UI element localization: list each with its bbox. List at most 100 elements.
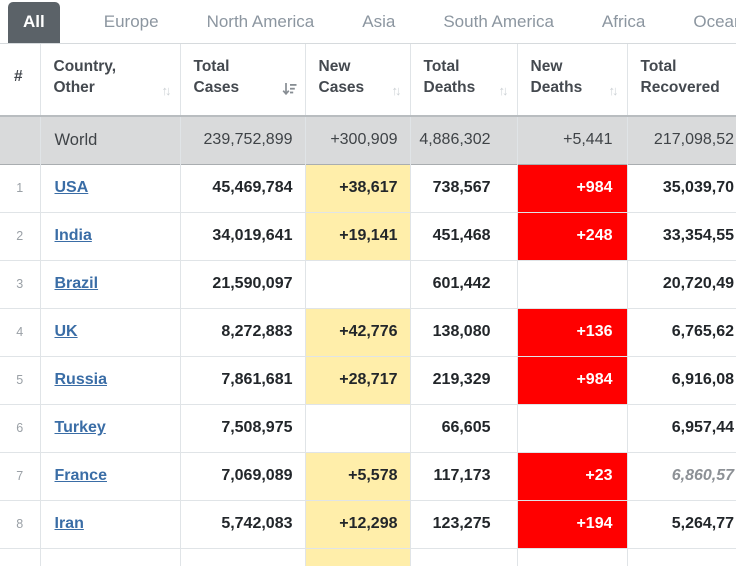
- new-deaths-cell: +194: [517, 500, 628, 548]
- col-header-total-cases-label: Total Cases: [193, 57, 240, 96]
- rank-cell: 7: [0, 452, 41, 500]
- rank-cell: 6: [0, 404, 41, 452]
- new-deaths-cell: [517, 404, 628, 452]
- total-cases-cell: [180, 548, 306, 566]
- total-recovered-cell: 6,765,62: [671, 323, 734, 340]
- total-recovered-cell: 35,039,70: [662, 179, 734, 196]
- new-cases-cell: +28,717: [305, 356, 411, 404]
- col-header-country[interactable]: Country, Other ↑↓: [40, 44, 181, 117]
- col-header-total-recovered[interactable]: Total Recovered: [627, 44, 736, 117]
- world-total-cases: 239,752,899: [180, 116, 306, 164]
- total-recovered-cell: 5,264,77: [671, 515, 734, 532]
- world-total-recovered: 217,098,52: [653, 131, 734, 149]
- total-cases-cell: 45,469,784: [180, 164, 306, 212]
- country-link-russia[interactable]: Russia: [54, 371, 107, 388]
- country-link-france[interactable]: France: [54, 467, 107, 484]
- total-deaths-cell: 451,468: [410, 212, 518, 260]
- country-cell: [40, 548, 181, 566]
- tab-south-america[interactable]: South America: [443, 12, 554, 31]
- total-cases-cell: 7,861,681: [180, 356, 306, 404]
- table-row: 8 Iran 5,742,083 +12,298 123,275 +194 5,…: [0, 500, 736, 548]
- country-link-uk[interactable]: UK: [54, 323, 78, 340]
- country-link-brazil[interactable]: Brazil: [54, 275, 99, 292]
- new-cases-cell: +42,776: [305, 308, 411, 356]
- new-cases-cell: [305, 548, 411, 566]
- sort-toggle-icon: ↑↓: [161, 82, 172, 98]
- total-deaths-cell: 117,173: [410, 452, 518, 500]
- table-row: 3 Brazil 21,590,097 601,442 20,720,49: [0, 260, 736, 308]
- tab-europe[interactable]: Europe: [103, 12, 159, 31]
- tab-north-america[interactable]: North America: [206, 12, 315, 31]
- total-deaths-cell: 738,567: [410, 164, 518, 212]
- country-link-india[interactable]: India: [54, 227, 92, 244]
- rank-cell: 1: [0, 164, 41, 212]
- col-header-new-deaths-label: New Deaths: [530, 57, 583, 96]
- tab-africa[interactable]: Africa: [601, 12, 646, 31]
- sort-desc-icon: [282, 82, 297, 98]
- world-label: World: [40, 116, 181, 164]
- table-row: 7 France 7,069,089 +5,578 117,173 +23 6,…: [0, 452, 736, 500]
- rank-cell: 2: [0, 212, 41, 260]
- col-header-total-cases[interactable]: Total Cases: [180, 44, 306, 117]
- table-row-partial: [0, 548, 736, 566]
- country-link-usa[interactable]: USA: [54, 179, 89, 196]
- new-deaths-cell: +23: [517, 452, 628, 500]
- covid-stats-table: # Country, Other ↑↓ Total Cases New Ca: [0, 44, 736, 566]
- total-deaths-cell: 138,080: [410, 308, 518, 356]
- sort-toggle-icon: ↑↓: [498, 82, 509, 98]
- rank-cell: [0, 116, 41, 164]
- col-header-new-deaths[interactable]: New Deaths ↑↓: [517, 44, 628, 117]
- continent-tab-bar: All Europe North America Asia South Amer…: [0, 0, 736, 44]
- col-header-new-cases[interactable]: New Cases ↑↓: [305, 44, 411, 117]
- country-link-turkey[interactable]: Turkey: [54, 419, 106, 436]
- table-row: 5 Russia 7,861,681 +28,717 219,329 +984 …: [0, 356, 736, 404]
- sort-toggle-icon: ↑↓: [391, 82, 402, 98]
- rank-cell: 4: [0, 308, 41, 356]
- new-cases-cell: +5,578: [305, 452, 411, 500]
- rank-cell: 8: [0, 500, 41, 548]
- new-deaths-cell: +984: [517, 164, 628, 212]
- tab-asia[interactable]: Asia: [362, 12, 396, 31]
- col-header-rank[interactable]: #: [0, 44, 41, 117]
- world-new-deaths: +5,441: [517, 116, 628, 164]
- total-deaths-cell: 66,605: [410, 404, 518, 452]
- world-new-cases: +300,909: [305, 116, 411, 164]
- total-cases-cell: 7,069,089: [180, 452, 306, 500]
- total-cases-cell: 21,590,097: [180, 260, 306, 308]
- col-header-total-deaths[interactable]: Total Deaths ↑↓: [410, 44, 518, 117]
- table-row: 6 Turkey 7,508,975 66,605 6,957,44: [0, 404, 736, 452]
- sort-toggle-icon: ↑↓: [608, 82, 619, 98]
- col-header-rank-label: #: [14, 68, 23, 86]
- country-link-iran[interactable]: Iran: [54, 515, 84, 532]
- new-deaths-cell: +136: [517, 308, 628, 356]
- new-cases-cell: [305, 404, 411, 452]
- col-header-new-cases-label: New Cases: [318, 57, 365, 96]
- total-recovered-cell: 33,354,55: [662, 227, 734, 244]
- tab-all[interactable]: All: [8, 2, 60, 43]
- table-row: 2 India 34,019,641 +19,141 451,468 +248 …: [0, 212, 736, 260]
- tab-oceania[interactable]: Oceania: [693, 12, 736, 31]
- table-row: 1 USA 45,469,784 +38,617 738,567 +984 35…: [0, 164, 736, 212]
- rank-cell: 3: [0, 260, 41, 308]
- new-deaths-cell: [517, 260, 628, 308]
- world-total-deaths: 4,886,302: [410, 116, 518, 164]
- rank-cell: 5: [0, 356, 41, 404]
- total-recovered-cell: 6,916,08: [671, 371, 734, 388]
- new-cases-cell: +19,141: [305, 212, 411, 260]
- total-recovered-cell: 20,720,49: [662, 275, 734, 292]
- col-header-country-label: Country, Other: [53, 57, 117, 96]
- total-cases-cell: 34,019,641: [180, 212, 306, 260]
- total-recovered-cell: 6,957,44: [671, 419, 734, 436]
- new-cases-cell: [305, 260, 411, 308]
- new-cases-cell: +12,298: [305, 500, 411, 548]
- total-cases-cell: 7,508,975: [180, 404, 306, 452]
- rank-cell: [0, 548, 41, 566]
- total-cases-cell: 8,272,883: [180, 308, 306, 356]
- total-deaths-cell: 123,275: [410, 500, 518, 548]
- total-deaths-cell: 219,329: [410, 356, 518, 404]
- world-summary-row: World 239,752,899 +300,909 4,886,302 +5,…: [0, 116, 736, 164]
- table-header-row: # Country, Other ↑↓ Total Cases New Ca: [0, 44, 736, 117]
- col-header-total-deaths-label: Total Deaths: [423, 57, 476, 96]
- new-deaths-cell: [517, 548, 628, 566]
- total-recovered-cell: 6,860,57: [671, 467, 734, 484]
